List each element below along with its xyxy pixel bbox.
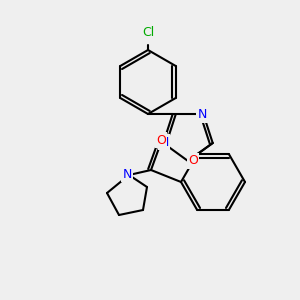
- Text: Cl: Cl: [142, 26, 154, 38]
- Text: N: N: [122, 167, 132, 181]
- Text: N: N: [198, 109, 207, 122]
- Text: O: O: [156, 134, 166, 146]
- Text: O: O: [188, 154, 198, 167]
- Text: N: N: [160, 136, 169, 148]
